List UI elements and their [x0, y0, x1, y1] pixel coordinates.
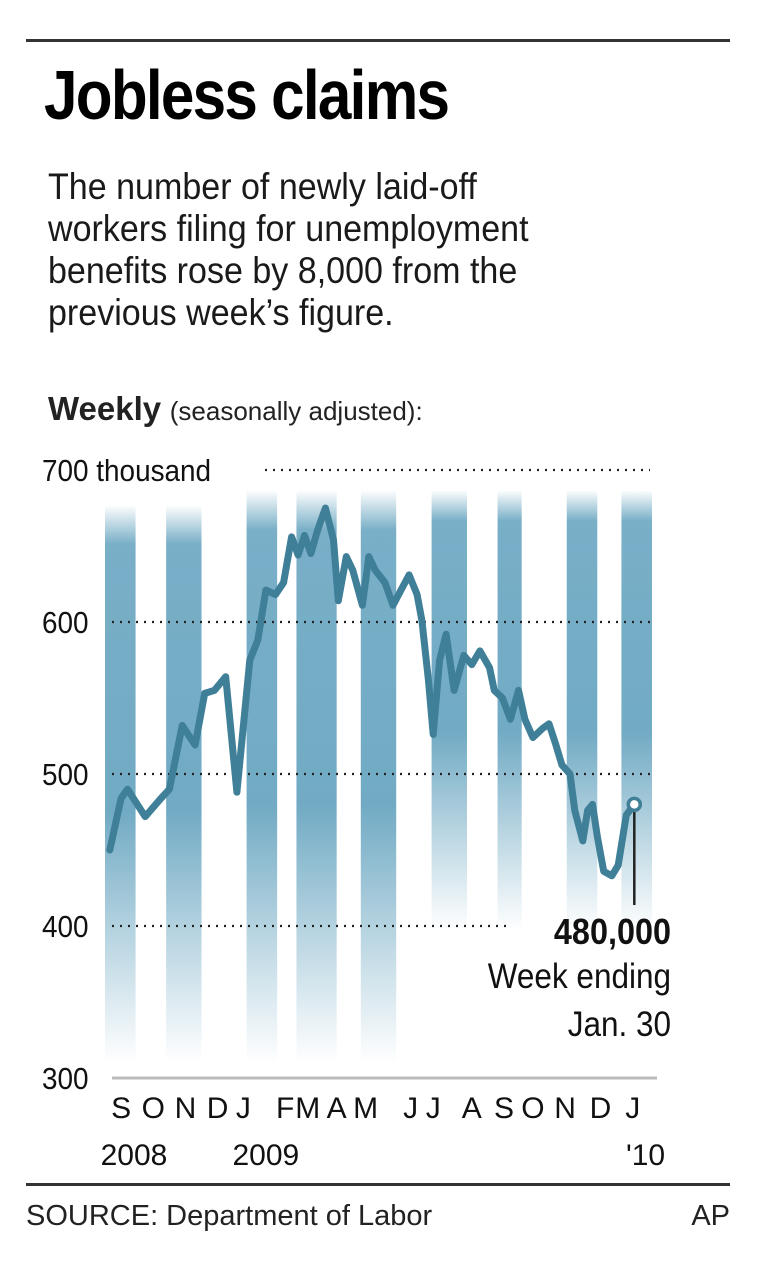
subtitle-line: The number of newly laid-off — [48, 166, 477, 207]
chart-title: Jobless claims — [44, 56, 450, 134]
y-tick-label: 700 thousand — [42, 454, 211, 489]
subtitle-line: benefits rose by 8,000 from the — [48, 250, 518, 291]
annotation-value: 480,000 — [554, 912, 671, 952]
agency-credit: AP — [691, 1200, 730, 1232]
x-tick-label-month: J — [625, 1092, 640, 1125]
x-tick-label-month: N — [175, 1092, 197, 1125]
y-tick-label: 300 — [42, 1062, 89, 1097]
x-tick-label-month: N — [554, 1092, 576, 1125]
series-line-jobless-claims — [106, 504, 638, 880]
x-tick-label-month: A — [462, 1092, 482, 1125]
x-tick-label-year: '10 — [626, 1139, 665, 1172]
x-tick-label-month: S — [494, 1092, 514, 1125]
x-tick-label-month: A — [327, 1092, 347, 1125]
month-band — [296, 490, 337, 1063]
series-label-bold: Weekly — [48, 390, 162, 427]
annotation-date: Jan. 30 — [568, 1006, 671, 1045]
x-tick-label-month: S — [111, 1092, 131, 1125]
subtitle-line: previous week’s figure. — [48, 292, 394, 333]
annotation-week-ending: Week ending — [488, 958, 671, 997]
x-tick-label-month: M — [295, 1092, 320, 1125]
x-tick-label-month: O — [142, 1092, 165, 1125]
x-tick-label-month: J — [426, 1092, 441, 1125]
x-tick-label-month: D — [590, 1092, 612, 1125]
chart-subtitle: The number of newly laid-off workers fil… — [48, 166, 692, 334]
month-band — [105, 505, 136, 1063]
x-tick-label-month: J — [236, 1092, 251, 1125]
month-band — [566, 490, 598, 931]
x-axis-year-labels: 2008 2009 '10 — [101, 1139, 666, 1172]
x-tick-label-month: O — [521, 1092, 544, 1125]
y-axis-ticks: 700 thousand 600 500 400 300 — [42, 454, 211, 1097]
x-tick-label-month: D — [207, 1092, 229, 1125]
y-tick-label: 600 — [42, 606, 89, 641]
x-tick-label-month: J — [403, 1092, 418, 1125]
x-tick-label-month: M — [353, 1092, 378, 1125]
source-credit: SOURCE: Department of Labor — [26, 1200, 433, 1232]
series-label-note: (seasonally adjusted): — [169, 396, 423, 426]
subtitle-line: workers filing for unemployment — [48, 208, 529, 249]
y-tick-label: 500 — [42, 758, 89, 793]
x-tick-label-year: 2008 — [101, 1139, 168, 1172]
month-band — [621, 490, 652, 931]
x-tick-label-year: 2009 — [233, 1139, 300, 1172]
x-tick-label-month: F — [276, 1092, 294, 1125]
bottom-rule — [26, 1183, 730, 1186]
endpoint-marker — [626, 796, 643, 813]
y-tick-label: 400 — [42, 910, 89, 945]
month-bands — [105, 490, 652, 1063]
month-band — [246, 490, 278, 1063]
gridlines — [112, 468, 650, 928]
chart-series-label: Weekly (seasonally adjusted): — [48, 390, 423, 428]
top-rule — [26, 39, 730, 42]
